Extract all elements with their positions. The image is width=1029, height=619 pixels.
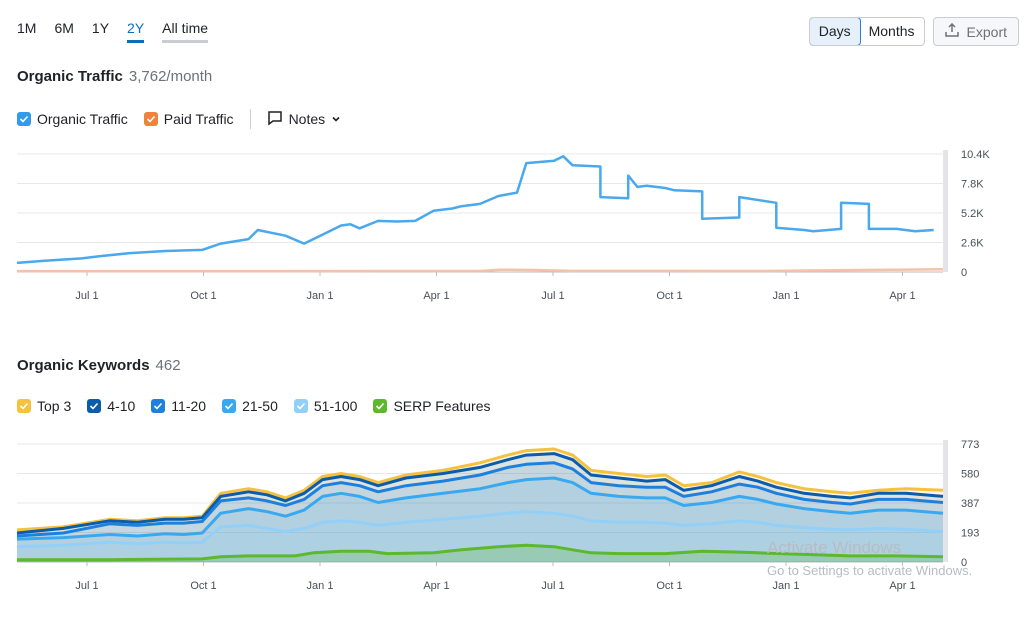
range-1y[interactable]: 1Y	[91, 20, 110, 36]
series-line-organic-traffic[interactable]	[16, 155, 934, 265]
traffic-title-text: Organic Traffic	[17, 68, 123, 85]
x-tick-label: Oct 1	[190, 580, 216, 592]
series-area-21-50	[17, 478, 943, 562]
watermark-title: Activate Windows	[767, 538, 902, 557]
legend-label: Paid Traffic	[163, 111, 234, 127]
series-line-serp-features[interactable]	[17, 543, 944, 562]
legend-4-10[interactable]: 4-10	[87, 398, 135, 414]
top-right-controls: Days Months Export	[808, 17, 1019, 46]
x-tick-label: Jul 1	[75, 580, 98, 592]
checkbox-icon	[17, 112, 31, 126]
y-tick-label: 7.8K	[961, 179, 984, 191]
legend-organic-traffic[interactable]: Organic Traffic	[17, 111, 128, 127]
export-label: Export	[966, 23, 1007, 40]
x-tick-label: Oct 1	[656, 580, 682, 592]
x-tick-label: Jan 1	[307, 290, 334, 302]
y-tick-label: 773	[961, 439, 979, 451]
legend-label: SERP Features	[393, 398, 491, 414]
watermark-subtitle: Go to Settings to activate Windows.	[767, 563, 973, 578]
x-tick-label: Oct 1	[656, 290, 682, 302]
series-area-top-3	[17, 449, 943, 562]
legend-label: Top 3	[37, 398, 72, 414]
notes-label: Notes	[288, 111, 326, 127]
days-button[interactable]: Days	[809, 18, 861, 45]
checkbox-icon	[293, 399, 308, 413]
keywords-value: 462	[155, 357, 181, 374]
x-tick-label: Jan 1	[773, 290, 800, 302]
checkbox-icon	[151, 399, 166, 413]
date-range-selector: 1M 6M 1Y 2Y All time	[17, 20, 226, 43]
legend-51-100[interactable]: 51-100	[293, 398, 358, 414]
legend-11-20[interactable]: 11-20	[151, 398, 206, 414]
export-button[interactable]: Export	[932, 17, 1019, 46]
y-tick-label: 2.6K	[961, 238, 984, 250]
range-all-time[interactable]: All time	[162, 20, 209, 43]
traffic-value: 3,762/month	[128, 68, 213, 85]
legend-paid-traffic[interactable]: Paid Traffic	[143, 111, 234, 127]
notes-dropdown[interactable]: Notes	[267, 110, 342, 129]
x-tick-label: Jan 1	[307, 580, 334, 592]
y-tick-label: 0	[961, 267, 967, 279]
y-tick-label: 387	[961, 498, 979, 510]
x-tick-label: Jul 1	[75, 290, 98, 302]
export-icon	[944, 22, 959, 40]
organic-traffic-chart: 0 2.6K 5.2K 7.8K 10.4K Jul 1 Oct 1 Jan 1 Apr 1 Ju…	[16, 149, 990, 302]
y-tick-label: 10.4K	[961, 149, 990, 161]
chart-scrollbar[interactable]	[943, 440, 948, 562]
keywords-title: Organic Keywords 462	[17, 357, 181, 374]
x-tick-label: Apr 1	[889, 580, 915, 592]
keywords-title-text: Organic Keywords	[17, 357, 150, 374]
organic-keywords-chart: 0 193 387 580 773 Jul 1 Oct 1 Jan 1 Apr 1 Jul 1 Oc…	[16, 439, 979, 592]
legend-serp-features[interactable]: SERP Features	[373, 398, 490, 414]
x-tick-label: Jul 1	[541, 290, 564, 302]
series-line-4-10[interactable]	[16, 452, 944, 535]
x-tick-label: Jan 1	[773, 580, 800, 592]
legend-label: 21-50	[242, 398, 278, 414]
y-tick-label: 0	[961, 557, 967, 569]
series-line-51-100[interactable]	[16, 510, 944, 549]
y-tick-label: 5.2K	[961, 208, 984, 220]
range-1m[interactable]: 1M	[17, 20, 37, 36]
checkbox-icon	[143, 112, 158, 126]
range-2y[interactable]: 2Y	[127, 20, 145, 43]
traffic-legend: Organic Traffic Paid Traffic Notes	[17, 109, 341, 129]
checkbox-icon	[222, 399, 237, 413]
x-tick-label: Apr 1	[889, 290, 915, 302]
y-tick-label: 580	[961, 469, 979, 481]
series-area-4-10	[17, 453, 943, 562]
range-6m[interactable]: 6M	[54, 20, 74, 36]
series-line-21-50[interactable]	[16, 476, 944, 541]
months-button[interactable]: Months	[868, 23, 915, 39]
series-area-serp-features	[17, 545, 943, 562]
x-tick-label: Apr 1	[423, 290, 449, 302]
traffic-title: Organic Traffic 3,762/month	[17, 68, 212, 85]
checkbox-icon	[373, 399, 388, 413]
series-area-11-20	[17, 462, 943, 562]
notes-icon	[267, 110, 283, 129]
y-tick-label: 193	[961, 528, 979, 540]
keywords-legend: Top 3 4-10 11-20 21-50 51-100 SERP Features	[17, 398, 506, 414]
granularity-toggle: Days Months	[808, 17, 925, 46]
legend-label: 4-10	[107, 398, 136, 414]
legend-21-50[interactable]: 21-50	[222, 398, 278, 414]
x-tick-label: Jul 1	[541, 580, 564, 592]
legend-top-3[interactable]: Top 3	[17, 398, 71, 414]
chevron-down-icon	[331, 111, 341, 127]
legend-label: 11-20	[171, 398, 207, 414]
chart-scrollbar[interactable]	[943, 150, 948, 272]
checkbox-icon	[87, 399, 102, 413]
x-tick-label: Oct 1	[190, 290, 216, 302]
series-line-paid-traffic[interactable]	[17, 267, 944, 273]
x-tick-label: Apr 1	[423, 580, 449, 592]
legend-label: Organic Traffic	[37, 111, 128, 127]
legend-divider	[249, 109, 251, 129]
checkbox-icon	[17, 399, 31, 413]
series-line-11-20[interactable]	[16, 461, 944, 538]
legend-label: 51-100	[313, 398, 358, 414]
